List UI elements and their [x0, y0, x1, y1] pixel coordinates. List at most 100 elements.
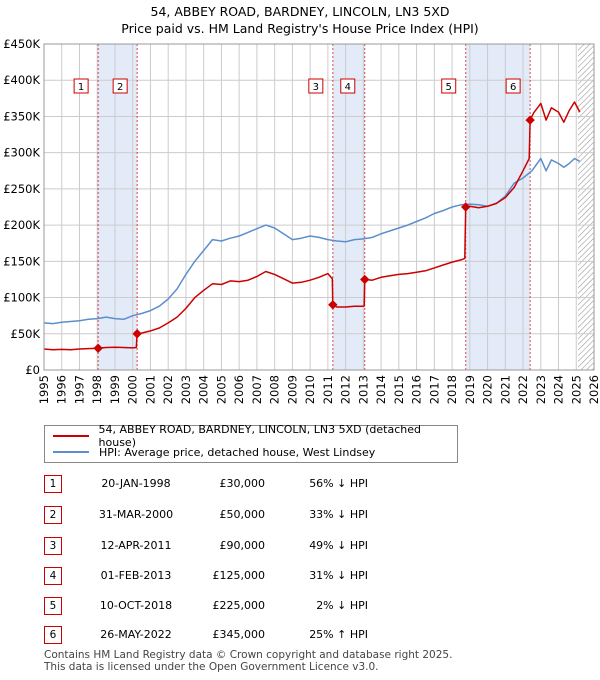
sale-date: 12-APR-2011	[100, 539, 172, 552]
price-chart: 1 2 3 4 5 6 £0 £50K £100K £150K £200K £250K £300K £35…	[3, 37, 600, 404]
x-tick-label: 2010	[303, 375, 317, 404]
x-tick-label: 2014	[374, 375, 388, 404]
sale-label-text: 2	[117, 82, 123, 93]
footer-copyright: Contains HM Land Registry data © Crown c…	[44, 649, 453, 661]
sale-row: 3 12-APR-2011 £90,000 49% ↓ HPI	[44, 537, 384, 555]
legend-label-property: 54, ABBEY ROAD, BARDNEY, LINCOLN, LN3 5X…	[98, 423, 421, 449]
sale-label-text: 4	[345, 82, 351, 93]
x-tick-label: 2021	[498, 375, 512, 404]
x-tick-label: 2015	[392, 375, 406, 404]
x-tick-label: 2012	[339, 375, 353, 404]
x-tick-label: 2025	[569, 375, 583, 404]
sale-price: £345,000	[212, 628, 266, 641]
x-tick-label: 2009	[285, 375, 299, 404]
sale-label-text: 1	[78, 82, 84, 93]
x-tick-label: 1999	[108, 375, 122, 404]
x-tick-label: 2016	[410, 375, 424, 404]
x-tick-label: 2022	[516, 375, 530, 404]
x-tick-label: 1996	[55, 375, 69, 404]
sale-label-text: 5	[446, 82, 452, 93]
sale-point	[328, 300, 338, 310]
sale-row: 5 10-OCT-2018 £225,000 2% ↓ HPI	[44, 597, 384, 615]
y-tick-label: £450K	[3, 37, 40, 51]
x-tick-label: 2020	[481, 375, 495, 404]
sale-label-box	[112, 78, 128, 94]
sale-price: £125,000	[212, 569, 266, 582]
sale-date: 26-MAY-2022	[100, 628, 172, 641]
sale-number-badge: 1	[44, 475, 62, 493]
chart-title: 54, ABBEY ROAD, BARDNEY, LINCOLN, LN3 5X…	[150, 4, 450, 19]
x-tick-label: 2019	[463, 375, 477, 404]
sale-point	[360, 274, 370, 285]
y-tick-label: £400K	[3, 73, 40, 87]
sale-number-badge: 3	[44, 537, 62, 555]
y-tick-label: £250K	[3, 182, 40, 196]
y-tick-label: £300K	[3, 146, 40, 160]
sale-label-box	[340, 78, 356, 94]
sale-point	[132, 329, 142, 339]
plot-border	[43, 43, 595, 371]
sale-row: 6 26-MAY-2022 £345,000 25% ↑ HPI	[44, 626, 384, 644]
sale-price: £30,000	[219, 477, 266, 490]
sale-price: £225,000	[212, 599, 266, 612]
x-tick-label: 2018	[445, 375, 459, 404]
x-tick-label: 2026	[587, 375, 600, 404]
chart-subtitle: Price paid vs. HM Land Registry's House …	[121, 21, 479, 36]
hpi-line	[43, 157, 581, 325]
x-tick-label: 2000	[126, 375, 140, 404]
sale-hpi-diff: 25% ↑ HPI	[309, 628, 368, 641]
x-tick-label: 2007	[250, 375, 264, 404]
x-tick-label: 2013	[356, 375, 370, 404]
sale-row: 1 20-JAN-1998 £30,000 56% ↓ HPI	[44, 475, 384, 493]
x-tick-label: 2003	[179, 375, 193, 404]
legend-item-property: 54, ABBEY ROAD, BARDNEY, LINCOLN, LN3 5X…	[53, 423, 457, 449]
y-tick-label: £0	[25, 363, 40, 377]
sale-point	[461, 202, 471, 212]
sale-price: £90,000	[219, 539, 266, 552]
sale-number-badge: 5	[44, 597, 62, 615]
sale-label-text: 6	[510, 82, 516, 93]
x-tick-label: 2023	[534, 375, 548, 404]
sale-hpi-diff: 49% ↓ HPI	[309, 539, 368, 552]
x-tick-label: 2008	[268, 375, 282, 404]
footer-licence: This data is licensed under the Open Gov…	[44, 661, 379, 673]
sale-price: £50,000	[219, 508, 266, 521]
x-tick-label: 2006	[232, 375, 246, 404]
shaded-period	[332, 44, 365, 370]
sale-label-box	[308, 78, 324, 94]
sale-label-box	[505, 78, 521, 94]
sale-point	[525, 115, 535, 125]
y-tick-label: £50K	[11, 327, 41, 341]
legend-label-hpi: HPI: Average price, detached house, West…	[99, 445, 376, 459]
x-tick-label: 2011	[321, 375, 335, 404]
x-tick-label: 1998	[90, 375, 104, 404]
legend: 54, ABBEY ROAD, BARDNEY, LINCOLN, LN3 5X…	[44, 423, 458, 463]
sale-hpi-diff: 33% ↓ HPI	[309, 508, 368, 521]
sale-number-badge: 4	[44, 567, 62, 585]
x-tick-label: 2001	[143, 375, 157, 404]
x-tick-label: 1995	[37, 375, 51, 404]
x-tick-label: 2004	[197, 375, 211, 404]
legend-item-hpi: HPI: Average price, detached house, West…	[53, 444, 375, 460]
sale-date: 31-MAR-2000	[98, 508, 174, 521]
x-tick-label: 2024	[552, 375, 566, 404]
sale-number-badge: 6	[44, 626, 62, 644]
sale-row: 4 01-FEB-2013 £125,000 31% ↓ HPI	[44, 567, 384, 585]
y-tick-label: £200K	[3, 218, 40, 232]
sale-date: 10-OCT-2018	[99, 599, 173, 612]
y-tick-label: £100K	[3, 291, 40, 305]
x-tick-label: 2002	[161, 375, 175, 404]
x-tick-label: 1997	[72, 375, 86, 404]
sale-row: 2 31-MAR-2000 £50,000 33% ↓ HPI	[44, 506, 384, 524]
future-hatch	[578, 44, 594, 370]
sale-hpi-diff: 56% ↓ HPI	[309, 477, 368, 490]
sale-hpi-diff: 2% ↓ HPI	[316, 599, 368, 612]
x-tick-label: 2005	[214, 375, 228, 404]
legend-swatch-hpi	[53, 451, 89, 453]
sale-date: 20-JAN-1998	[101, 477, 171, 490]
sale-label-box	[73, 78, 89, 94]
y-tick-label: £150K	[3, 254, 40, 268]
x-tick-label: 2017	[427, 375, 441, 404]
sale-date: 01-FEB-2013	[100, 569, 172, 582]
y-tick-label: £350K	[3, 109, 40, 123]
